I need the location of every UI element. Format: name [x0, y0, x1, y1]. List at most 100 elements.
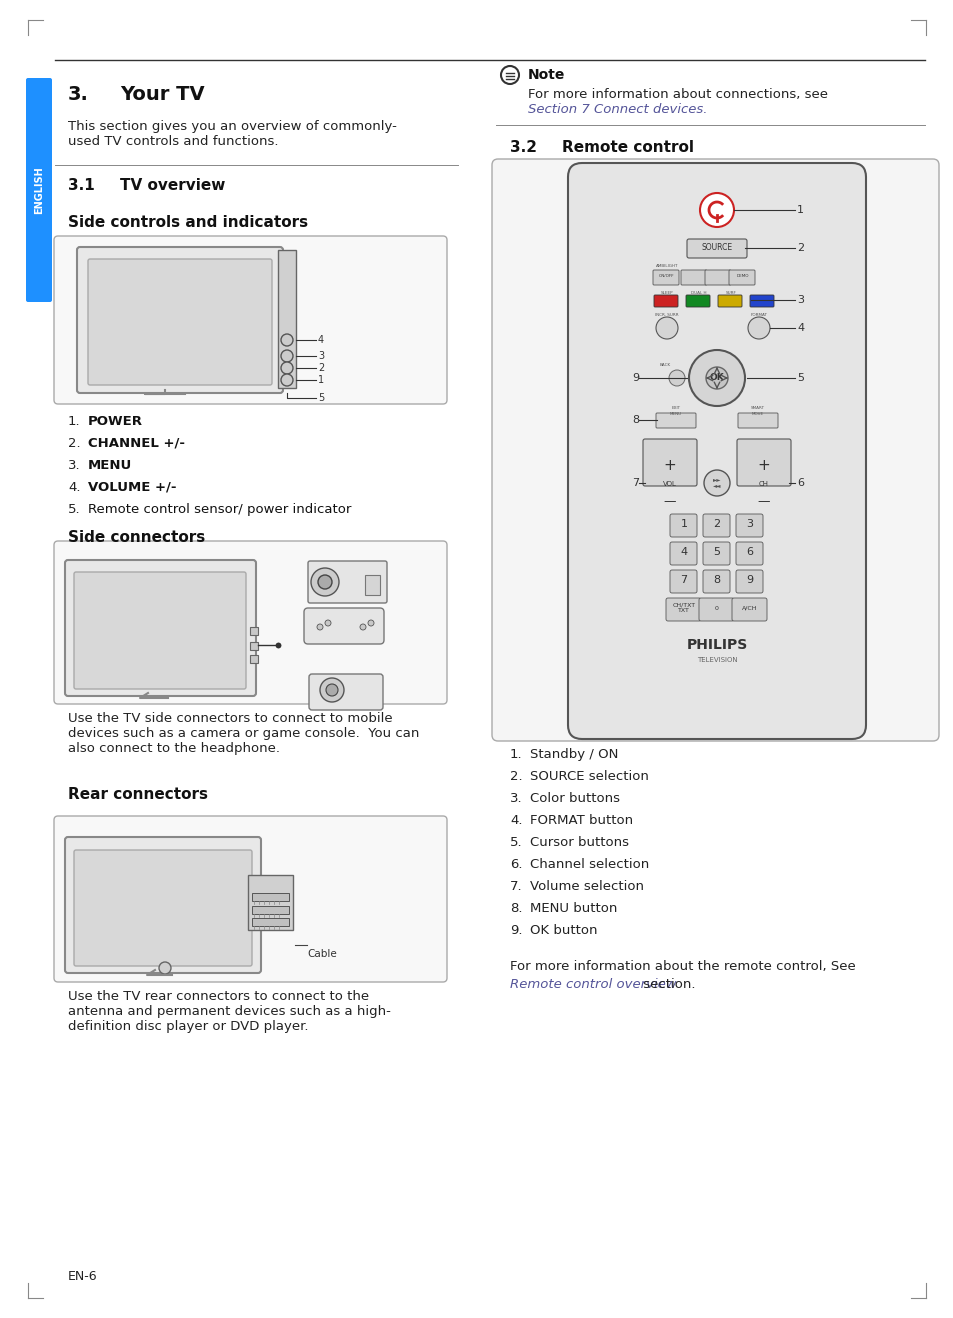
Text: SMART: SMART — [750, 406, 764, 410]
Circle shape — [368, 619, 374, 626]
Text: Standby / ON: Standby / ON — [530, 749, 618, 760]
Text: BACK: BACK — [659, 362, 670, 366]
Text: Use the TV rear connectors to connect to the
antenna and permanent devices such : Use the TV rear connectors to connect to… — [68, 990, 391, 1033]
Text: Remote control: Remote control — [561, 140, 693, 156]
FancyBboxPatch shape — [26, 78, 52, 302]
Text: 8: 8 — [631, 415, 639, 424]
Text: 1.: 1. — [68, 415, 81, 428]
Circle shape — [281, 333, 293, 347]
Text: POWER: POWER — [88, 415, 143, 428]
FancyBboxPatch shape — [54, 540, 447, 704]
FancyBboxPatch shape — [492, 159, 938, 741]
Text: Rear connectors: Rear connectors — [68, 787, 208, 801]
Text: +: + — [757, 459, 770, 473]
Text: section.: section. — [639, 978, 695, 991]
Text: CH/TXT
TXT: CH/TXT TXT — [672, 602, 695, 613]
Text: ON/OFF: ON/OFF — [659, 274, 674, 278]
Bar — [250, 627, 257, 635]
Text: AMBILIGHT: AMBILIGHT — [655, 264, 678, 268]
Text: 5: 5 — [796, 373, 803, 384]
Text: CHANNEL +/-: CHANNEL +/- — [88, 438, 185, 449]
Text: 6.: 6. — [510, 858, 522, 871]
Bar — [365, 575, 379, 594]
Text: 6: 6 — [796, 478, 803, 488]
Text: SURF: SURF — [725, 291, 736, 295]
Circle shape — [700, 192, 733, 227]
Text: CH: CH — [759, 481, 768, 486]
FancyBboxPatch shape — [704, 270, 730, 285]
Text: 1: 1 — [679, 519, 687, 529]
FancyBboxPatch shape — [88, 260, 272, 385]
Text: Side connectors: Side connectors — [68, 530, 205, 546]
Text: 7.: 7. — [510, 880, 522, 894]
Text: EN-6: EN-6 — [68, 1271, 97, 1282]
FancyBboxPatch shape — [735, 569, 762, 593]
FancyBboxPatch shape — [702, 569, 729, 593]
Circle shape — [311, 568, 338, 596]
Text: 3: 3 — [745, 519, 753, 529]
Text: 9.: 9. — [510, 924, 522, 937]
FancyBboxPatch shape — [74, 572, 246, 689]
FancyBboxPatch shape — [669, 542, 697, 565]
Text: SOURCE selection: SOURCE selection — [530, 770, 648, 783]
Text: Cursor buttons: Cursor buttons — [530, 836, 628, 849]
Text: Section 7 Connect devices.: Section 7 Connect devices. — [527, 103, 707, 116]
Text: 9: 9 — [745, 575, 753, 585]
Text: 4: 4 — [796, 323, 803, 333]
FancyBboxPatch shape — [654, 295, 678, 307]
Text: VOLUME +/-: VOLUME +/- — [88, 481, 176, 494]
Text: +: + — [663, 459, 676, 473]
Text: TELEVISION: TELEVISION — [696, 656, 737, 663]
Text: Color buttons: Color buttons — [530, 792, 619, 805]
FancyBboxPatch shape — [699, 598, 733, 621]
Text: Side controls and indicators: Side controls and indicators — [68, 215, 308, 231]
FancyBboxPatch shape — [567, 163, 865, 739]
Text: INCR. SURR: INCR. SURR — [655, 312, 679, 318]
Circle shape — [688, 351, 744, 406]
FancyBboxPatch shape — [749, 295, 773, 307]
Text: VOL: VOL — [662, 481, 677, 486]
Text: DUAL H: DUAL H — [691, 291, 706, 295]
Text: ENGLISH: ENGLISH — [34, 166, 44, 214]
FancyBboxPatch shape — [65, 837, 261, 973]
Text: For more information about the remote control, See: For more information about the remote co… — [510, 960, 855, 973]
Text: 2: 2 — [317, 362, 324, 373]
FancyBboxPatch shape — [308, 561, 387, 604]
FancyBboxPatch shape — [669, 514, 697, 536]
Text: 3: 3 — [317, 351, 324, 361]
Circle shape — [159, 962, 171, 974]
Text: FORMAT button: FORMAT button — [530, 815, 633, 826]
Text: ►►: ►► — [712, 477, 720, 482]
FancyBboxPatch shape — [309, 673, 382, 710]
Text: Channel selection: Channel selection — [530, 858, 649, 871]
Circle shape — [703, 471, 729, 496]
Circle shape — [500, 66, 518, 84]
FancyBboxPatch shape — [702, 542, 729, 565]
Text: 3.: 3. — [510, 792, 522, 805]
Text: 1.: 1. — [510, 749, 522, 760]
Text: DEMO: DEMO — [736, 274, 748, 278]
Text: Remote control overview: Remote control overview — [510, 978, 676, 991]
Text: SOURCE: SOURCE — [700, 244, 732, 253]
Bar — [252, 894, 289, 902]
FancyBboxPatch shape — [656, 413, 696, 428]
FancyBboxPatch shape — [77, 246, 283, 393]
Text: 5: 5 — [713, 547, 720, 558]
Text: 2.: 2. — [510, 770, 522, 783]
Text: For more information about connections, see: For more information about connections, … — [527, 88, 827, 101]
Text: 2: 2 — [713, 519, 720, 529]
Text: 3.1: 3.1 — [68, 178, 94, 192]
Text: MOVE: MOVE — [751, 413, 763, 416]
FancyBboxPatch shape — [669, 569, 697, 593]
Bar — [277, 250, 295, 387]
Text: Remote control sensor/ power indicator: Remote control sensor/ power indicator — [88, 503, 351, 517]
Circle shape — [317, 575, 332, 589]
Text: 3.: 3. — [68, 459, 81, 472]
FancyBboxPatch shape — [702, 514, 729, 536]
FancyBboxPatch shape — [685, 295, 709, 307]
Text: SLEEP: SLEEP — [660, 291, 673, 295]
Text: 4.: 4. — [510, 815, 522, 826]
Text: —: — — [757, 496, 769, 509]
FancyBboxPatch shape — [737, 439, 790, 486]
FancyBboxPatch shape — [642, 439, 697, 486]
